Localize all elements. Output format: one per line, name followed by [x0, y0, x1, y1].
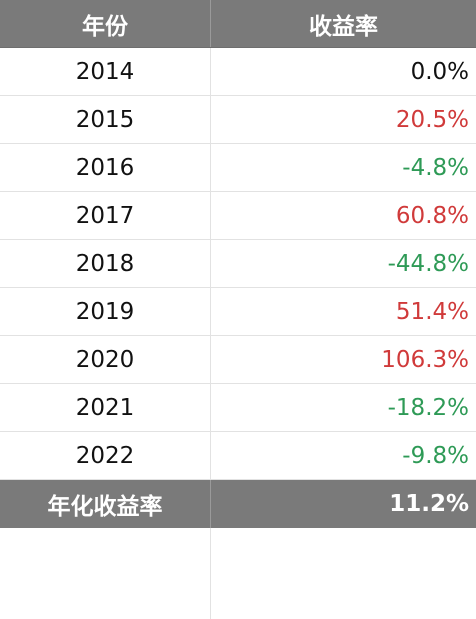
return-cell: -4.8%	[402, 154, 469, 181]
year-cell: 2019	[0, 288, 211, 335]
header-return: 收益率	[309, 13, 378, 40]
empty-space	[0, 528, 476, 619]
year-cell: 2018	[0, 240, 211, 287]
year-cell: 2022	[0, 432, 211, 479]
return-cell: -18.2%	[387, 394, 469, 421]
return-cell: 60.8%	[395, 202, 469, 229]
table-footer-row: 年化收益率 11.2%	[0, 480, 476, 528]
table-row: 2022 -9.8%	[0, 432, 476, 480]
footer-label: 年化收益率	[0, 480, 211, 528]
table-row: 2021 -18.2%	[0, 384, 476, 432]
return-cell: -9.8%	[402, 442, 469, 469]
return-cell: 0.0%	[410, 58, 469, 85]
year-cell: 2020	[0, 336, 211, 383]
return-cell: 51.4%	[395, 298, 469, 325]
empty-cell	[211, 528, 476, 619]
year-cell: 2016	[0, 144, 211, 191]
table-row: 2015 20.5%	[0, 96, 476, 144]
table-row: 2017 60.8%	[0, 192, 476, 240]
return-cell: 20.5%	[395, 106, 469, 133]
empty-cell	[0, 528, 211, 619]
table-row: 2020 106.3%	[0, 336, 476, 384]
year-cell: 2021	[0, 384, 211, 431]
return-cell: 106.3%	[381, 346, 469, 373]
header-year: 年份	[0, 0, 211, 47]
table-row: 2014 0.0%	[0, 48, 476, 96]
year-cell: 2017	[0, 192, 211, 239]
table-row: 2019 51.4%	[0, 288, 476, 336]
footer-value: 11.2%	[389, 491, 469, 517]
table-row: 2018 -44.8%	[0, 240, 476, 288]
year-cell: 2015	[0, 96, 211, 143]
table-header-row: 年份 收益率	[0, 0, 476, 48]
return-cell: -44.8%	[387, 250, 469, 277]
table-row: 2016 -4.8%	[0, 144, 476, 192]
year-cell: 2014	[0, 48, 211, 95]
